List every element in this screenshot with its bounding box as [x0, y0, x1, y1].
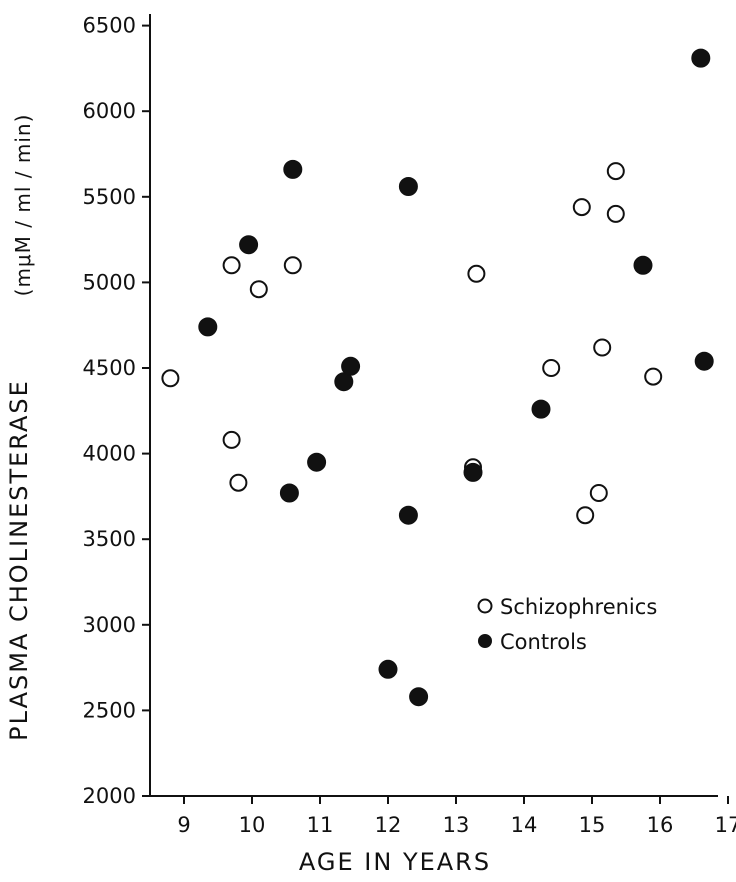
x-tick-label: 9 [177, 813, 190, 837]
y-tick-label: 6000 [83, 99, 136, 123]
control-point [463, 462, 483, 482]
x-tick-label: 16 [647, 813, 674, 837]
x-tick-label: 17 [715, 813, 736, 837]
schizophrenic-point [542, 359, 561, 377]
legend-label-controls: Controls [500, 630, 587, 654]
data-points [161, 48, 714, 707]
y-tick-label: 6500 [83, 14, 136, 38]
legend-marker-schizophrenics [477, 598, 493, 614]
x-tick-label: 11 [307, 813, 334, 837]
control-point [239, 235, 259, 255]
y-tick-label: 5500 [83, 185, 136, 209]
control-point [633, 255, 653, 275]
y-tick-label: 2500 [83, 698, 136, 722]
y-axis-units: (mμM / ml / min) [11, 114, 35, 297]
schizophrenic-point [576, 506, 595, 525]
schizophrenic-point [283, 256, 302, 275]
schizophrenic-point [161, 369, 180, 388]
schizophrenic-point [572, 198, 591, 217]
control-point [341, 356, 361, 376]
control-point [283, 159, 303, 179]
control-point [307, 452, 327, 472]
y-axis-ticks: 2000 2500 3000 3500 4000 4500 5000 5500 6000 6500 [83, 14, 150, 808]
schizophrenic-point [589, 484, 608, 502]
control-point [398, 177, 418, 196]
y-axis-title: PLASMA CHOLINESTERASE [5, 379, 33, 741]
control-point [531, 399, 551, 419]
schizophrenic-point [467, 264, 486, 283]
x-axis-ticks: 9 10 11 12 13 14 15 16 17 [177, 796, 736, 837]
schizophrenic-point [606, 162, 625, 181]
control-point [398, 505, 418, 525]
schizophrenic-point [229, 473, 248, 492]
control-point [378, 659, 398, 679]
schizophrenic-point [249, 280, 268, 299]
legend-marker-controls [478, 634, 492, 648]
y-tick-label: 2000 [83, 784, 136, 808]
schizophrenic-point [222, 256, 241, 275]
control-point [198, 317, 218, 337]
y-tick-label: 4000 [83, 442, 136, 466]
schizophrenic-point [644, 367, 663, 386]
x-tick-label: 13 [443, 813, 470, 837]
x-tick-label: 15 [579, 813, 606, 837]
control-point [279, 483, 299, 503]
y-tick-label: 3500 [83, 527, 136, 551]
schizophrenic-point [593, 338, 612, 357]
legend-label-schizophrenics: Schizophrenics [500, 595, 657, 619]
control-point [694, 351, 714, 371]
schizophrenic-point [606, 204, 625, 223]
x-tick-label: 12 [375, 813, 402, 837]
control-point [409, 687, 429, 707]
schizophrenic-point [222, 430, 241, 449]
y-tick-label: 4500 [83, 356, 136, 380]
x-tick-label: 14 [511, 813, 538, 837]
x-tick-label: 10 [239, 813, 266, 837]
x-axis-title: AGE IN YEARS [299, 848, 491, 876]
y-tick-label: 5000 [83, 270, 136, 294]
legend: Schizophrenics Controls [477, 595, 657, 654]
axes [149, 14, 718, 797]
control-point [691, 48, 711, 68]
y-tick-label: 3000 [83, 613, 136, 637]
